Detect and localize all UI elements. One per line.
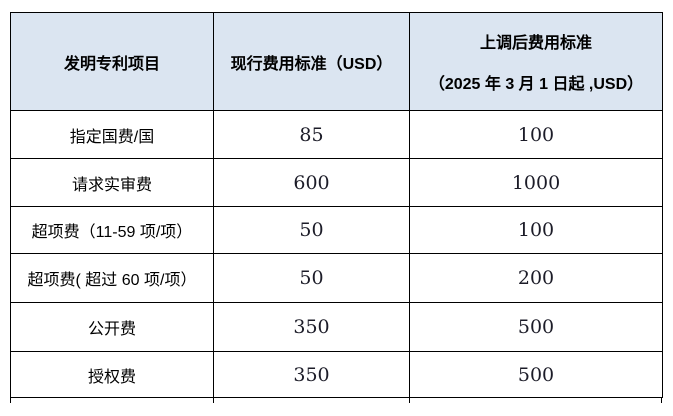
current-fee-value: 50 xyxy=(213,206,410,254)
cutoff-row-border-stub xyxy=(10,398,11,403)
patent-fee-table: 发明专利项目 现行费用标准（USD） 上调后费用标准 （2025 年 3 月 1… xyxy=(10,12,663,398)
table-header-row: 发明专利项目 现行费用标准（USD） 上调后费用标准 （2025 年 3 月 1… xyxy=(10,12,663,111)
adjusted-fee-value: 200 xyxy=(409,253,663,303)
cutoff-row-border-stub xyxy=(409,398,410,403)
fee-item-label: 授权费 xyxy=(10,351,214,398)
fee-item-label: 请求实审费 xyxy=(10,158,214,207)
adjusted-fee-value: 500 xyxy=(409,302,663,352)
current-fee-value: 350 xyxy=(213,302,410,352)
table-row: 指定国费/国 85 100 xyxy=(10,110,663,159)
fee-item-label: 超项费（11-59 项/项） xyxy=(10,206,214,254)
fee-item-label: 公开费 xyxy=(10,302,214,352)
adjusted-fee-value: 500 xyxy=(409,351,663,398)
fee-item-label: 指定国费/国 xyxy=(10,110,214,159)
adjusted-fee-value: 100 xyxy=(409,110,663,159)
current-fee-value: 600 xyxy=(213,158,410,207)
table-row: 超项费（11-59 项/项） 50 100 xyxy=(10,206,663,254)
table-row: 公开费 350 500 xyxy=(10,302,663,352)
adjusted-fee-value: 100 xyxy=(409,206,663,254)
current-fee-value: 85 xyxy=(213,110,410,159)
fee-item-label: 超项费( 超过 60 项/项） xyxy=(10,253,214,303)
cutoff-row-border-stub xyxy=(661,398,662,403)
adjusted-fee-value: 1000 xyxy=(409,158,663,207)
cutoff-row-border-stub xyxy=(213,398,214,403)
header-item-column: 发明专利项目 xyxy=(10,12,214,111)
header-current-fee-column: 现行费用标准（USD） xyxy=(213,12,410,111)
current-fee-value: 50 xyxy=(213,253,410,303)
header-adjusted-fee-line1: 上调后费用标准 xyxy=(479,35,592,52)
header-adjusted-fee-line2: （2025 年 3 月 1 日起 ,USD） xyxy=(428,76,644,93)
fee-table-container: 发明专利项目 现行费用标准（USD） 上调后费用标准 （2025 年 3 月 1… xyxy=(10,12,663,403)
table-row: 请求实审费 600 1000 xyxy=(10,158,663,207)
table-row: 超项费( 超过 60 项/项） 50 200 xyxy=(10,253,663,303)
table-row: 授权费 350 500 xyxy=(10,351,663,398)
current-fee-value: 350 xyxy=(213,351,410,398)
header-adjusted-fee-column: 上调后费用标准 （2025 年 3 月 1 日起 ,USD） xyxy=(409,12,663,111)
